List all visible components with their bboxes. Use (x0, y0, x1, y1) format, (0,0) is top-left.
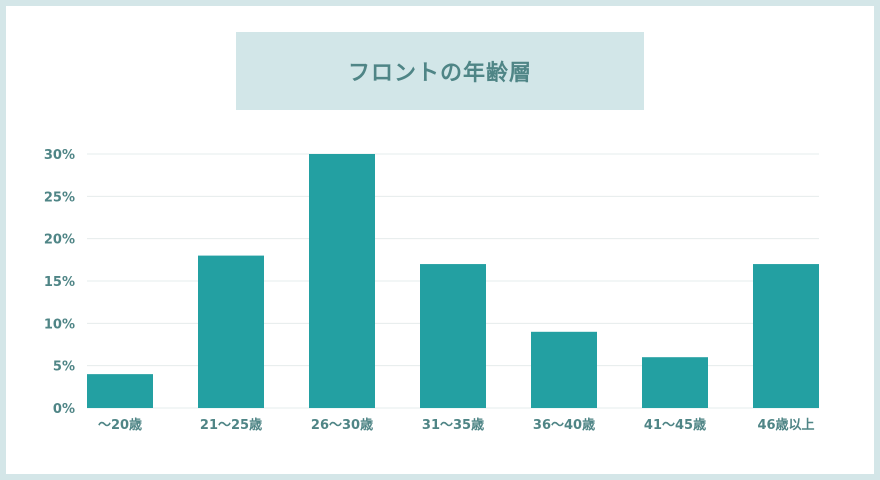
y-tick-label: 0% (53, 402, 75, 417)
y-tick-label: 25% (44, 190, 75, 205)
bar (642, 357, 708, 408)
y-tick-label: 15% (44, 275, 75, 290)
bar (87, 374, 153, 408)
bar (753, 264, 819, 408)
x-tick-label: 〜20歳 (98, 417, 142, 433)
x-tick-label: 46歳以上 (757, 417, 814, 433)
x-tick-label: 21〜25歳 (200, 417, 262, 433)
chart-title: フロントの年齢層 (347, 61, 532, 86)
y-tick-label: 30% (44, 148, 75, 163)
bar (309, 154, 375, 408)
y-tick-label: 5% (53, 360, 75, 375)
y-tick-label: 20% (44, 233, 75, 248)
x-tick-label: 31〜35歳 (422, 417, 484, 433)
y-tick-label: 10% (44, 317, 75, 332)
x-tick-label: 41〜45歳 (644, 417, 706, 433)
bar (198, 255, 264, 408)
x-tick-label: 36〜40歳 (533, 417, 595, 433)
bar (531, 331, 597, 408)
chart-title-box: フロントの年齢層 (236, 32, 644, 110)
x-tick-label: 26〜30歳 (311, 417, 373, 433)
bar (420, 264, 486, 408)
